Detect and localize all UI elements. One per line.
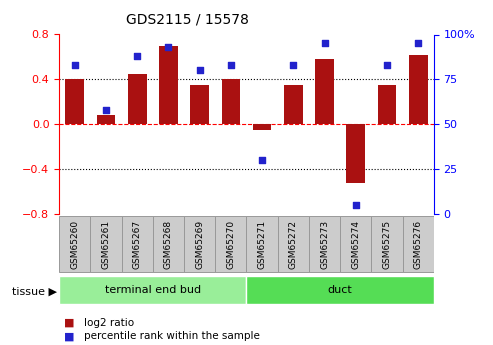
Text: log2 ratio: log2 ratio (84, 318, 134, 327)
Text: terminal end bud: terminal end bud (105, 285, 201, 295)
Bar (66, 79, 84, 124)
Bar (253, 124, 272, 130)
Bar (284, 85, 303, 124)
Text: GSM65269: GSM65269 (195, 219, 204, 269)
Point (320, 41, 328, 46)
Text: GSM65270: GSM65270 (226, 219, 235, 269)
Text: GSM65276: GSM65276 (414, 219, 423, 269)
Point (383, 62, 391, 68)
Text: GSM65267: GSM65267 (133, 219, 141, 269)
Point (71, 62, 79, 68)
Bar (378, 85, 396, 124)
Text: GDS2115 / 15578: GDS2115 / 15578 (126, 12, 249, 26)
Text: GSM65273: GSM65273 (320, 219, 329, 269)
Text: GSM65275: GSM65275 (383, 219, 391, 269)
Bar (190, 85, 209, 124)
Bar (246, 276, 434, 304)
Bar (97, 115, 115, 124)
Point (165, 44, 173, 50)
Bar (347, 124, 365, 183)
Point (227, 62, 235, 68)
Text: ■: ■ (64, 318, 74, 327)
Bar (278, 216, 309, 272)
Bar (403, 216, 434, 272)
Text: tissue ▶: tissue ▶ (12, 287, 57, 296)
Bar (340, 216, 371, 272)
Bar (221, 79, 240, 124)
Text: duct: duct (328, 285, 352, 295)
Bar (59, 216, 90, 272)
Point (352, 202, 360, 208)
Bar (159, 46, 178, 124)
Bar (90, 216, 122, 272)
Text: percentile rank within the sample: percentile rank within the sample (84, 332, 260, 341)
Point (133, 53, 141, 59)
Bar (122, 216, 153, 272)
Point (414, 41, 422, 46)
Point (289, 62, 297, 68)
Text: GSM65268: GSM65268 (164, 219, 173, 269)
Point (258, 157, 266, 163)
Text: GSM65274: GSM65274 (352, 219, 360, 269)
Bar (215, 216, 246, 272)
Bar (246, 216, 278, 272)
Text: GSM65261: GSM65261 (102, 219, 110, 269)
Bar (309, 216, 340, 272)
Bar (184, 216, 215, 272)
Bar (315, 59, 334, 124)
Bar (409, 55, 427, 124)
Point (102, 107, 110, 112)
Bar (371, 216, 403, 272)
Point (196, 68, 204, 73)
Text: GSM65271: GSM65271 (258, 219, 267, 269)
Text: GSM65260: GSM65260 (70, 219, 79, 269)
Bar (153, 216, 184, 272)
Text: GSM65272: GSM65272 (289, 219, 298, 269)
Text: ■: ■ (64, 332, 74, 341)
Bar (59, 276, 246, 304)
Bar (128, 74, 146, 124)
